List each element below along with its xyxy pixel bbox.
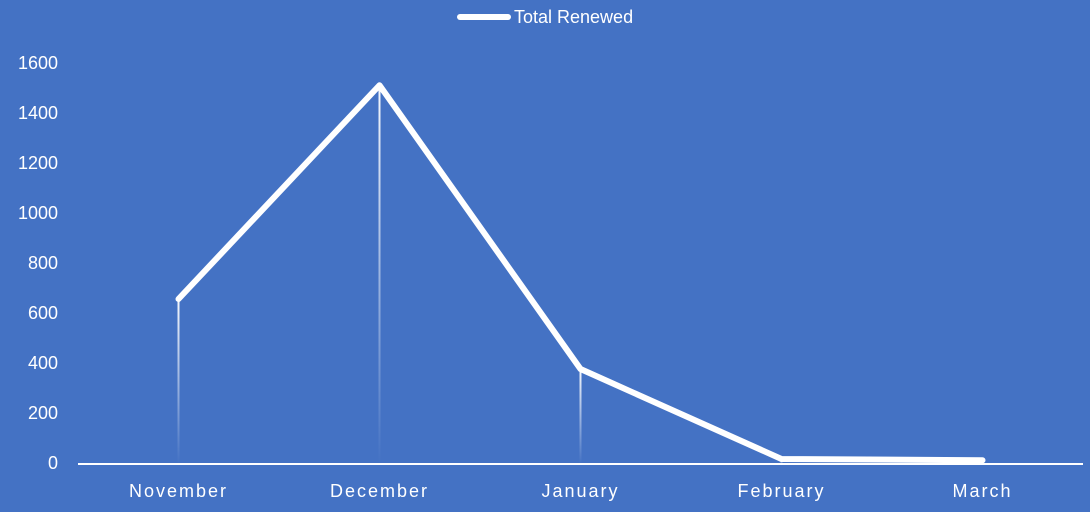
y-tick-label: 1200	[18, 153, 58, 173]
y-tick-label: 200	[28, 403, 58, 423]
drop-line	[579, 369, 582, 464]
drop-line	[378, 85, 381, 464]
y-tick-label: 1600	[18, 53, 58, 73]
x-tick-label: March	[952, 481, 1012, 501]
y-tick-label: 600	[28, 303, 58, 323]
x-tick-label: January	[541, 481, 619, 501]
y-tick-label: 0	[48, 453, 58, 473]
x-tick-label: December	[330, 481, 429, 501]
y-tick-label: 800	[28, 253, 58, 273]
legend-label: Total Renewed	[514, 7, 633, 27]
x-tick-label: February	[737, 481, 825, 501]
y-tick-label: 400	[28, 353, 58, 373]
y-tick-label: 1400	[18, 103, 58, 123]
data-line	[175, 82, 986, 464]
y-tick-label: 1000	[18, 203, 58, 223]
x-tick-label: November	[129, 481, 228, 501]
drop-line	[177, 299, 180, 464]
